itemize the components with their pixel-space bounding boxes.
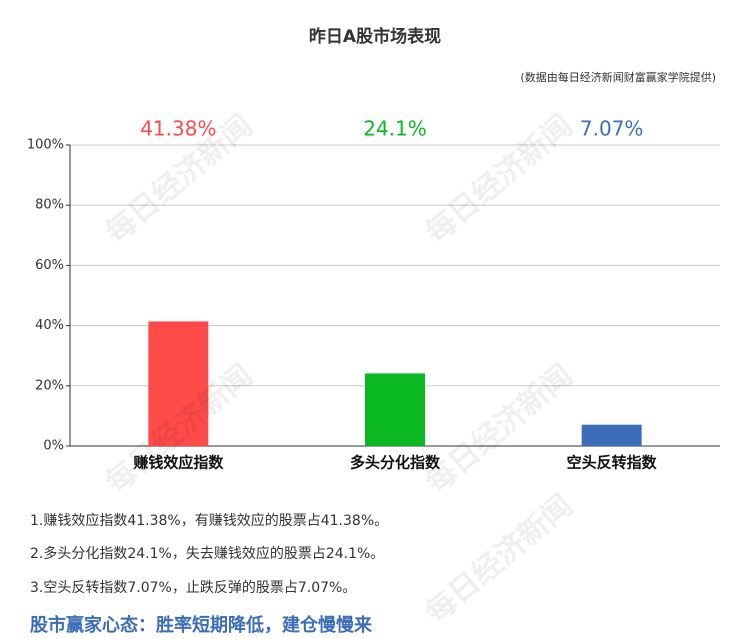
chart-title: 昨日A股市场表现 (309, 26, 441, 47)
value-label: 24.1% (363, 117, 427, 141)
y-tick-label: 100% (27, 138, 64, 153)
value-label: 41.38% (140, 117, 216, 141)
chart-subtitle: (数据由每日经济新闻财富赢家学院提供) (520, 70, 716, 84)
note: 2.多头分化指数24.1%，失去赚钱效应的股票占24.1%。 (30, 545, 384, 562)
y-tick-label: 60% (35, 258, 64, 273)
y-tick-label: 40% (35, 318, 64, 333)
y-tick-label: 80% (35, 198, 64, 213)
headline: 股市赢家心态：胜率短期降低，建仓慢慢来 (29, 614, 373, 636)
bar (581, 424, 642, 446)
y-tick-label: 20% (35, 378, 64, 393)
value-label: 7.07% (580, 117, 644, 141)
y-tick-label: 0% (43, 439, 64, 454)
x-tick-label: 赚钱效应指数 (132, 454, 224, 472)
note: 1.赚钱效应指数41.38%，有赚钱效应的股票占41.38%。 (30, 512, 388, 529)
x-tick-label: 多头分化指数 (350, 454, 441, 472)
note: 3.空头反转指数7.07%，止跌反弹的股票占7.07%。 (30, 580, 356, 596)
bar (365, 373, 425, 446)
x-tick-label: 空头反转指数 (567, 454, 658, 472)
bar (148, 321, 209, 446)
